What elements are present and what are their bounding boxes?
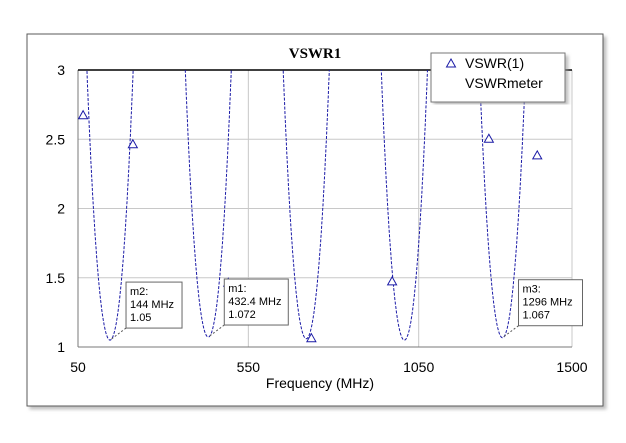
marker-box-2: [223, 278, 289, 326]
x-tick-label-0: 50: [70, 359, 86, 375]
marker-leader-1: [109, 327, 127, 341]
legend: VSWR(1) VSWRmeter: [430, 52, 566, 103]
legend-entry-vswr1: VSWR(1): [465, 55, 524, 71]
series-point-4: [386, 275, 398, 286]
legend-entry-vswrmeter: VSWRmeter: [465, 75, 543, 91]
legend-triangle-icon: [445, 57, 457, 68]
marker-label-3-2: 1.067: [522, 310, 550, 322]
marker-leader-3: [502, 325, 519, 339]
series-point-1: [127, 138, 139, 149]
marker-label-2-0: m1:: [228, 283, 246, 295]
x-axis-title: Frequency (MHz): [266, 375, 374, 391]
series-point-5: [483, 133, 495, 143]
vswr1-series-line: [86, 70, 527, 341]
chart-title: VSWR1: [289, 46, 342, 62]
x-tick-label-1: 550: [237, 359, 261, 375]
series-point-3: [306, 332, 317, 343]
marker-label-1-0: m2:: [130, 286, 148, 298]
marker-label-1-2: 1.05: [130, 312, 151, 324]
series-point-6: [531, 149, 543, 160]
x-tick-label-3: 1500: [556, 359, 587, 375]
y-tick-label-4: 3: [57, 62, 65, 78]
marker-label-2-1: 432.4 MHz: [228, 296, 281, 308]
tick-labels: 50 550 1050 1500 1 1.5 2 2.5 3: [46, 62, 588, 375]
series-point-0: [77, 109, 89, 120]
marker-label-2-2: 1.072: [228, 309, 256, 321]
y-tick-label-0: 1: [57, 339, 65, 355]
marker-leader-2: [207, 324, 225, 338]
series-layer: [86, 70, 527, 341]
marker-box-3: [517, 279, 583, 327]
marker-box-1: [125, 281, 183, 329]
x-tick-label-2: 1050: [403, 359, 434, 375]
marker-label-3-0: m3:: [522, 284, 540, 296]
y-tick-label-2: 2: [57, 201, 65, 217]
y-tick-label-1: 1.5: [46, 270, 66, 286]
legend-box: [430, 52, 566, 103]
marker-label-1-1: 144 MHz: [130, 299, 174, 311]
y-tick-label-3: 2.5: [46, 131, 66, 147]
marker-label-3-1: 1296 MHz: [522, 297, 572, 309]
